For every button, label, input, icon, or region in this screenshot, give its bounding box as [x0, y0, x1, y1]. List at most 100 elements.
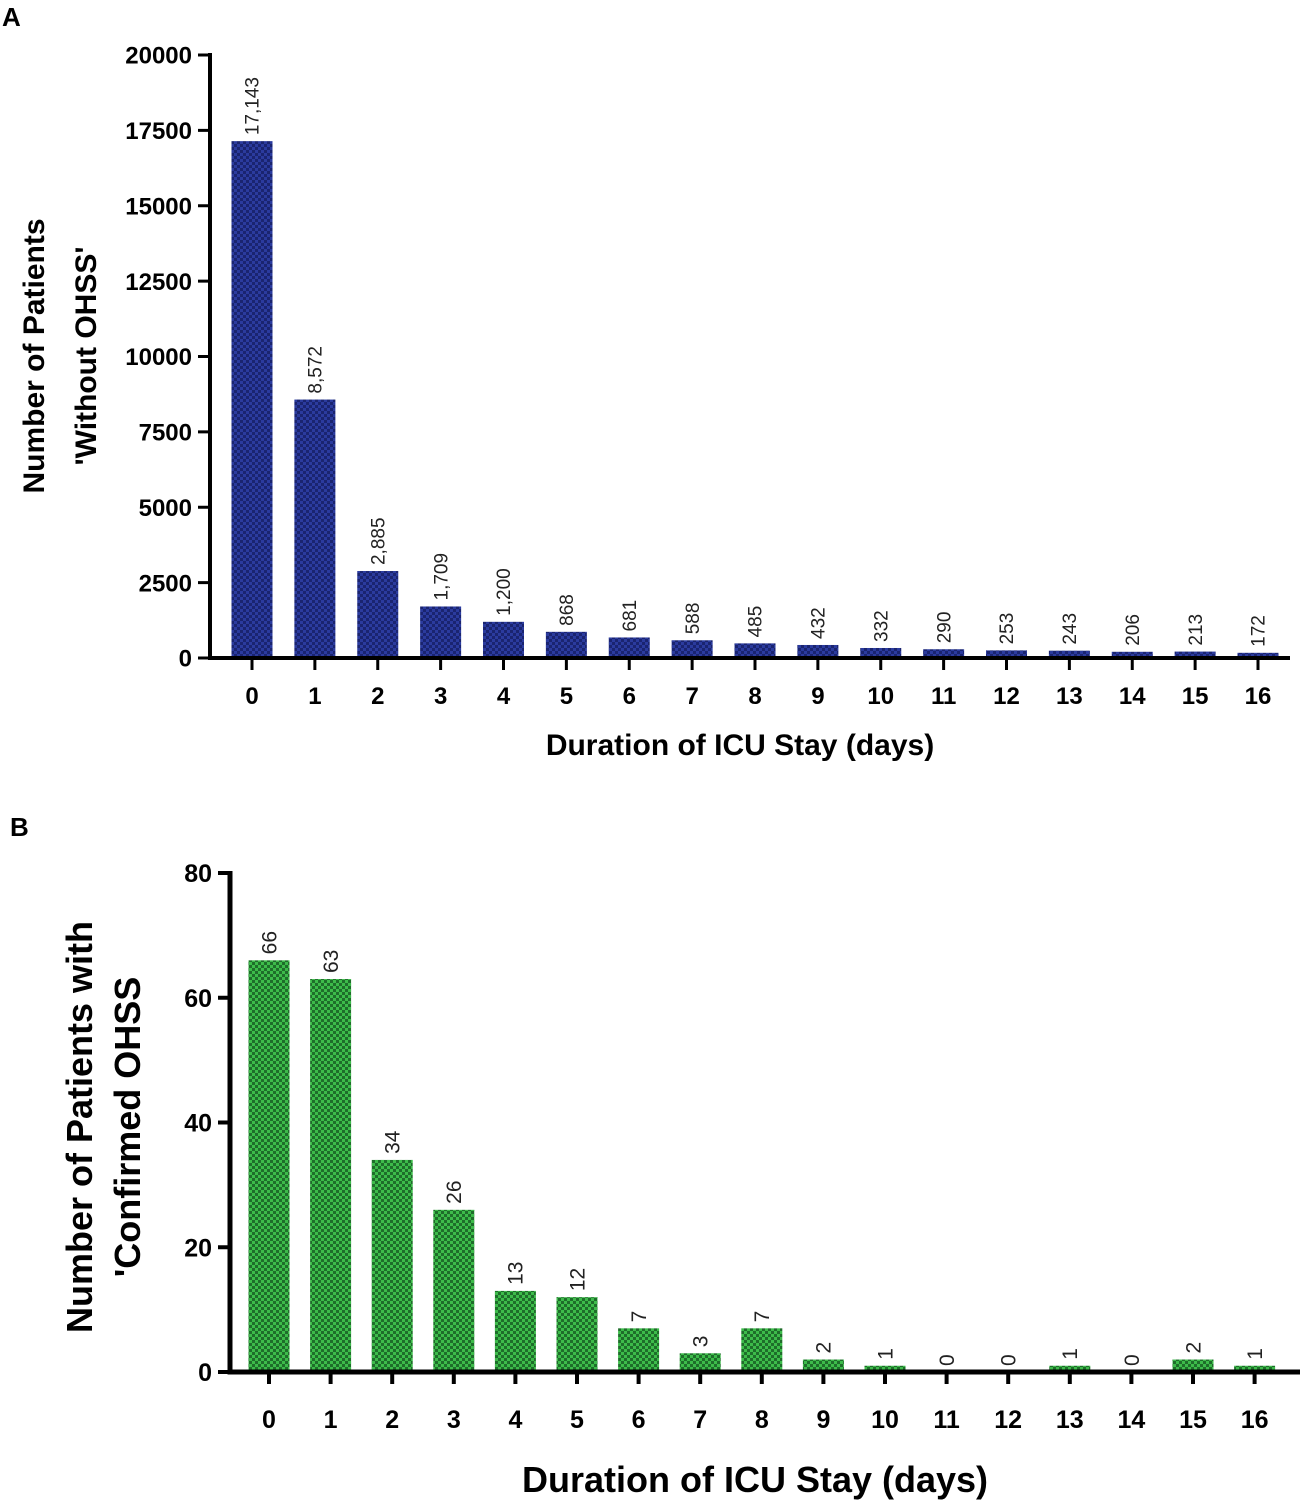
data-label-a-13: 243 — [1060, 613, 1081, 645]
x-tick-label-b-14: 14 — [1117, 1406, 1145, 1434]
bar-b-3 — [433, 1209, 475, 1372]
data-label-a-14: 206 — [1123, 614, 1144, 646]
data-label-a-11: 290 — [934, 612, 955, 644]
x-tick-label-b-8: 8 — [755, 1406, 769, 1434]
x-tick-label-b-1: 1 — [324, 1406, 338, 1434]
data-label-a-7: 588 — [683, 603, 704, 635]
y-tick-label-a-17500: 17500 — [125, 118, 192, 145]
bar-b-10 — [864, 1365, 906, 1372]
x-tick-label-a-4: 4 — [497, 683, 511, 710]
data-label-a-4: 1,200 — [494, 568, 515, 616]
y-tick-label-b-80: 80 — [184, 860, 212, 888]
y-tick-label-a-20000: 20000 — [125, 43, 192, 70]
x-tick-label-b-7: 7 — [693, 1406, 707, 1434]
y-tick-label-b-20: 20 — [184, 1234, 212, 1262]
bar-b-15 — [1172, 1359, 1214, 1372]
data-label-b-6: 7 — [628, 1311, 651, 1323]
y-axis-title-a-line-1: Number of Patients — [18, 218, 51, 493]
y-tick-label-a-12500: 12500 — [125, 269, 192, 296]
x-tick-label-a-10: 10 — [867, 683, 894, 710]
data-label-a-12: 253 — [997, 613, 1018, 645]
bar-b-13 — [1049, 1365, 1091, 1372]
bar-a-4 — [483, 621, 524, 658]
x-tick-label-a-3: 3 — [434, 683, 447, 710]
x-tick-label-a-11: 11 — [931, 683, 956, 710]
bar-a-2 — [357, 571, 399, 658]
data-label-b-10: 1 — [874, 1348, 897, 1360]
bar-a-7 — [671, 640, 713, 658]
bar-a-1 — [294, 399, 336, 658]
data-label-a-10: 332 — [871, 610, 892, 642]
bar-b-16 — [1234, 1365, 1276, 1372]
y-tick-label-a-2500: 2500 — [139, 570, 192, 597]
x-axis-title-a: Duration of ICU Stay (days) — [546, 729, 934, 762]
data-label-a-5: 868 — [557, 594, 578, 626]
x-tick-label-b-13: 13 — [1056, 1406, 1084, 1434]
bar-b-2 — [371, 1159, 413, 1372]
x-tick-label-b-5: 5 — [570, 1406, 584, 1434]
x-tick-label-a-2: 2 — [371, 683, 384, 710]
x-tick-label-b-4: 4 — [508, 1406, 522, 1434]
bar-a-9 — [797, 644, 839, 658]
x-tick-label-b-10: 10 — [871, 1406, 899, 1434]
y-tick-label-a-5000: 5000 — [139, 495, 192, 522]
data-label-a-9: 432 — [809, 607, 830, 639]
bar-a-14 — [1111, 651, 1153, 658]
x-tick-label-a-12: 12 — [993, 683, 1020, 710]
bar-a-0 — [231, 141, 273, 658]
y-axis-title-b-line-1: Number of Patients with — [59, 921, 100, 1333]
bar-a-12 — [986, 650, 1027, 658]
y-tick-label-b-40: 40 — [184, 1110, 212, 1138]
x-tick-label-b-16: 16 — [1241, 1406, 1269, 1434]
data-label-b-13: 1 — [1059, 1348, 1082, 1360]
data-label-b-0: 66 — [258, 931, 281, 954]
bar-b-6 — [618, 1328, 660, 1372]
x-tick-label-a-1: 1 — [308, 683, 321, 710]
bar-a-15 — [1174, 651, 1216, 658]
data-label-b-3: 26 — [443, 1180, 466, 1203]
chart-panel-b: B 66 63 34 26 13 12 7 3 7 2 1 0 0 1 0 2 1 0 20 40 60 80 0 1 2 3 4 5 6… — [0, 800, 1302, 1503]
y-axis-title-a-line-2: 'Without OHSS' — [70, 247, 103, 466]
y-tick-label-a-0: 0 — [179, 646, 192, 673]
data-label-a-8: 485 — [746, 606, 767, 638]
x-tick-label-a-5: 5 — [560, 683, 573, 710]
data-label-b-8: 7 — [751, 1311, 774, 1323]
y-tick-label-a-7500: 7500 — [139, 420, 192, 447]
data-label-a-0: 17,143 — [243, 77, 264, 135]
data-label-a-2: 2,885 — [368, 517, 389, 565]
bar-b-4 — [494, 1290, 536, 1372]
x-tick-label-a-6: 6 — [623, 683, 636, 710]
x-tick-label-a-16: 16 — [1245, 683, 1272, 710]
data-label-a-6: 681 — [620, 600, 641, 632]
data-label-a-3: 1,709 — [431, 553, 452, 601]
x-tick-label-b-15: 15 — [1179, 1406, 1207, 1434]
x-axis-title-b: Duration of ICU Stay (days) — [522, 1459, 988, 1500]
bar-a-5 — [545, 631, 587, 658]
data-label-b-4: 13 — [505, 1262, 528, 1285]
bar-a-13 — [1048, 650, 1090, 658]
y-axis-title-b-line-2: 'Confirmed OHSS — [107, 977, 148, 1278]
x-tick-label-a-8: 8 — [748, 683, 761, 710]
data-label-b-1: 63 — [320, 950, 343, 973]
bar-b-7 — [679, 1353, 721, 1372]
bar-a-6 — [608, 637, 650, 658]
bar-b-5 — [556, 1297, 598, 1372]
x-tick-label-b-12: 12 — [994, 1406, 1022, 1434]
data-label-b-11: 0 — [936, 1354, 959, 1366]
bar-a-11 — [923, 649, 965, 658]
y-tick-label-a-10000: 10000 — [125, 344, 192, 371]
bar-a-8 — [734, 643, 776, 658]
data-label-b-5: 12 — [566, 1268, 589, 1291]
bar-a-16 — [1237, 652, 1279, 658]
x-tick-label-a-0: 0 — [245, 683, 258, 710]
bar-a-3 — [420, 606, 462, 658]
bar-b-8 — [741, 1328, 783, 1372]
panel-letter-a: A — [2, 2, 21, 32]
x-tick-label-b-3: 3 — [447, 1406, 461, 1434]
data-label-b-9: 2 — [813, 1342, 836, 1354]
x-tick-label-a-14: 14 — [1119, 683, 1146, 710]
x-tick-label-b-2: 2 — [385, 1406, 399, 1434]
y-tick-label-b-0: 0 — [198, 1359, 212, 1387]
y-tick-label-b-60: 60 — [184, 985, 212, 1013]
